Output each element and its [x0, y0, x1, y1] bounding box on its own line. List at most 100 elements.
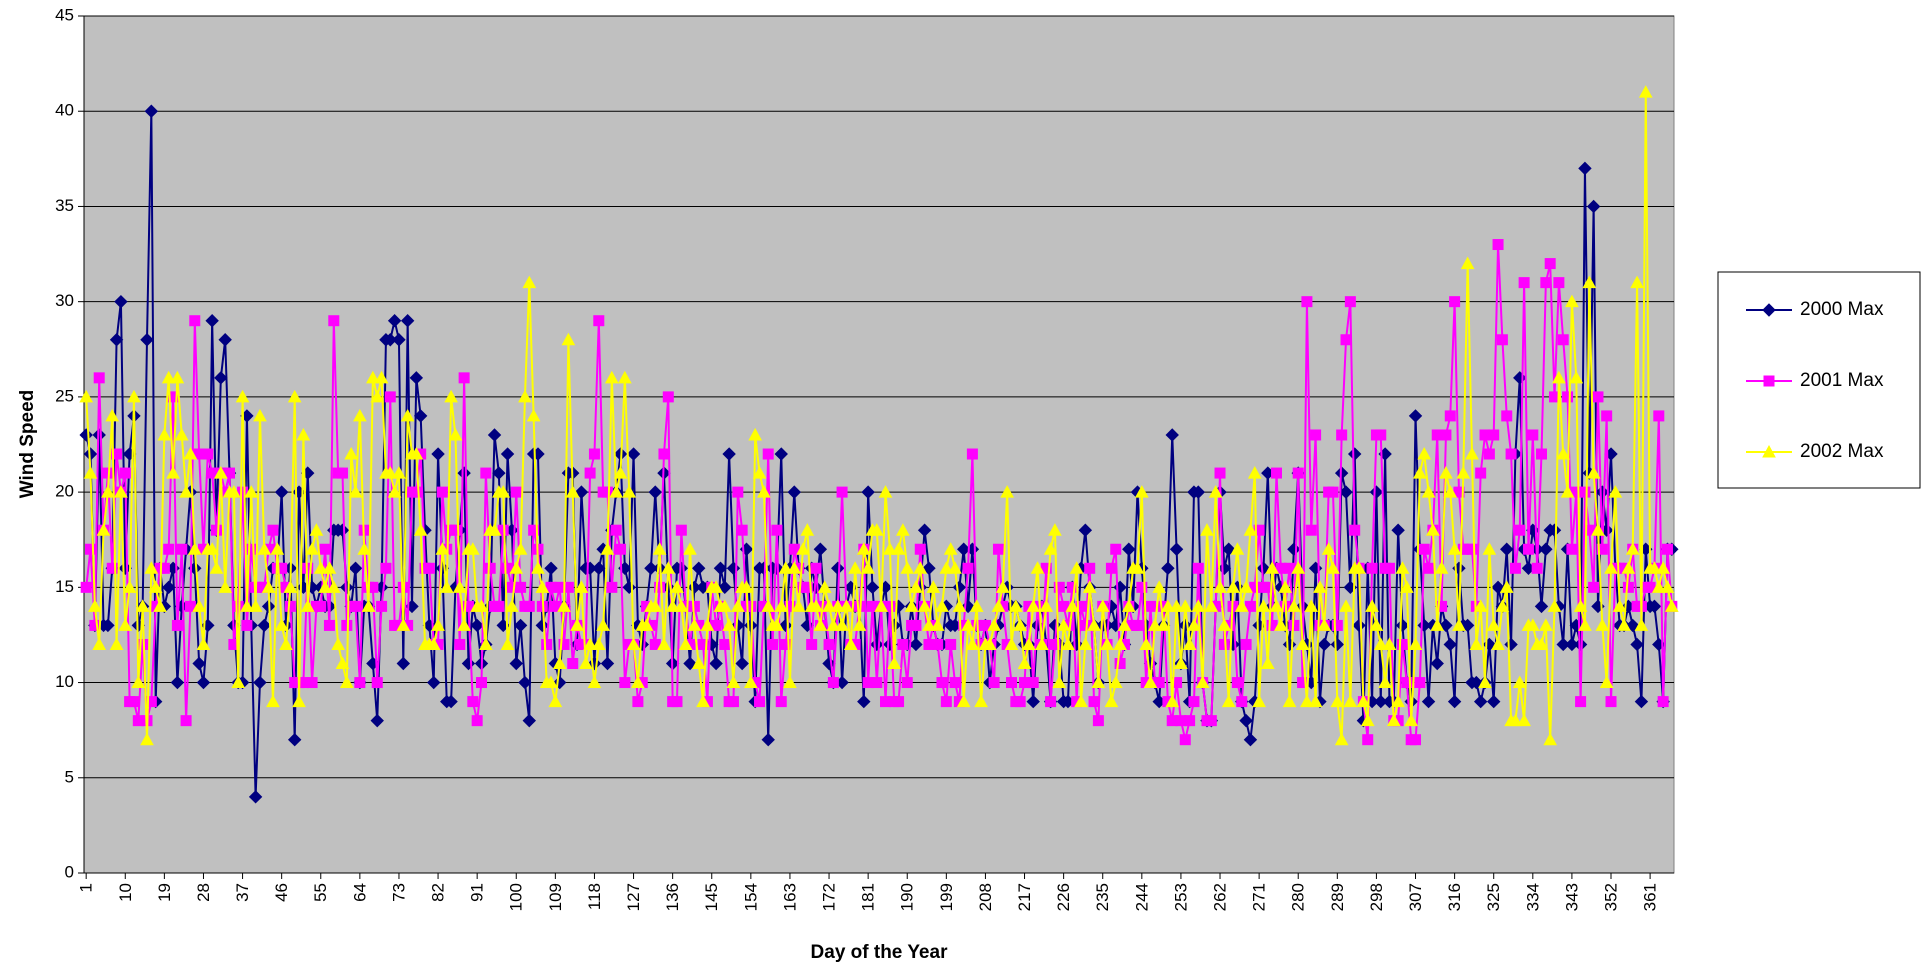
marker: [1336, 429, 1348, 441]
marker: [1006, 677, 1017, 689]
marker: [1560, 485, 1575, 498]
marker: [336, 467, 348, 479]
marker: [1509, 562, 1521, 574]
marker: [1578, 618, 1592, 631]
marker: [945, 638, 957, 650]
marker: [1500, 542, 1514, 556]
marker: [683, 656, 697, 671]
marker: [810, 562, 822, 574]
marker: [471, 715, 483, 727]
marker: [1052, 675, 1067, 689]
marker: [1104, 694, 1119, 708]
marker: [1087, 618, 1101, 631]
marker: [176, 543, 188, 555]
marker: [1349, 524, 1361, 536]
marker: [1634, 694, 1649, 709]
marker: [484, 562, 496, 574]
marker: [454, 638, 466, 650]
marker: [92, 428, 106, 442]
marker: [962, 562, 974, 574]
x-tick-label: 208: [976, 883, 995, 911]
x-tick-label: 280: [1289, 883, 1308, 911]
marker: [1505, 448, 1517, 460]
marker: [713, 561, 728, 575]
marker: [92, 637, 107, 650]
marker: [1169, 599, 1184, 612]
marker: [248, 599, 263, 612]
marker: [211, 524, 222, 536]
marker: [752, 466, 767, 479]
marker: [1557, 334, 1569, 346]
marker: [366, 370, 380, 384]
marker: [1339, 599, 1353, 612]
marker: [1305, 524, 1317, 536]
marker: [348, 561, 363, 575]
marker: [762, 448, 774, 460]
marker: [570, 618, 584, 631]
marker: [284, 600, 296, 612]
marker: [109, 333, 124, 347]
marker: [1174, 656, 1188, 670]
marker: [654, 581, 666, 593]
marker: [1456, 466, 1471, 479]
marker: [410, 486, 422, 498]
marker: [1565, 294, 1579, 308]
marker: [1399, 580, 1414, 593]
marker: [1496, 334, 1508, 346]
marker: [1592, 391, 1604, 403]
marker: [1362, 734, 1374, 746]
marker: [1434, 561, 1449, 574]
marker: [1191, 599, 1206, 612]
marker: [622, 485, 637, 498]
marker: [535, 580, 550, 593]
marker: [435, 542, 450, 555]
marker: [557, 599, 571, 612]
x-tick-label: 163: [780, 883, 799, 911]
marker: [1134, 485, 1149, 498]
marker: [1131, 619, 1143, 631]
marker: [1630, 637, 1644, 652]
marker: [292, 694, 306, 708]
marker: [1378, 675, 1392, 689]
marker: [801, 581, 813, 593]
marker: [85, 543, 97, 555]
marker: [396, 618, 411, 631]
y-tick-label: 0: [65, 862, 74, 881]
marker: [1573, 599, 1588, 612]
marker: [822, 599, 836, 612]
marker: [1117, 618, 1132, 631]
marker: [969, 599, 984, 612]
marker: [1499, 580, 1514, 593]
marker: [671, 696, 683, 708]
x-tick-label: 334: [1523, 883, 1542, 911]
marker: [1049, 638, 1061, 650]
marker: [274, 485, 289, 499]
marker: [1421, 485, 1436, 498]
marker: [1195, 675, 1210, 689]
marker: [1105, 562, 1117, 574]
marker: [591, 637, 606, 650]
marker: [561, 332, 576, 346]
marker: [187, 542, 202, 555]
marker: [800, 523, 815, 536]
marker: [966, 448, 978, 460]
marker: [1108, 675, 1123, 689]
marker: [1582, 275, 1597, 289]
marker: [745, 600, 757, 612]
marker: [1430, 656, 1444, 671]
marker: [1621, 561, 1636, 574]
marker: [775, 696, 787, 708]
marker: [541, 638, 553, 650]
marker: [1113, 637, 1127, 650]
marker: [105, 408, 120, 422]
marker: [1369, 485, 1384, 499]
marker: [1460, 618, 1475, 633]
marker: [657, 637, 671, 650]
marker: [1657, 696, 1669, 708]
marker: [500, 447, 515, 461]
marker: [315, 600, 327, 612]
marker: [1088, 696, 1100, 708]
x-tick-label: 1: [77, 883, 96, 892]
marker: [926, 580, 941, 593]
marker: [1653, 410, 1665, 422]
